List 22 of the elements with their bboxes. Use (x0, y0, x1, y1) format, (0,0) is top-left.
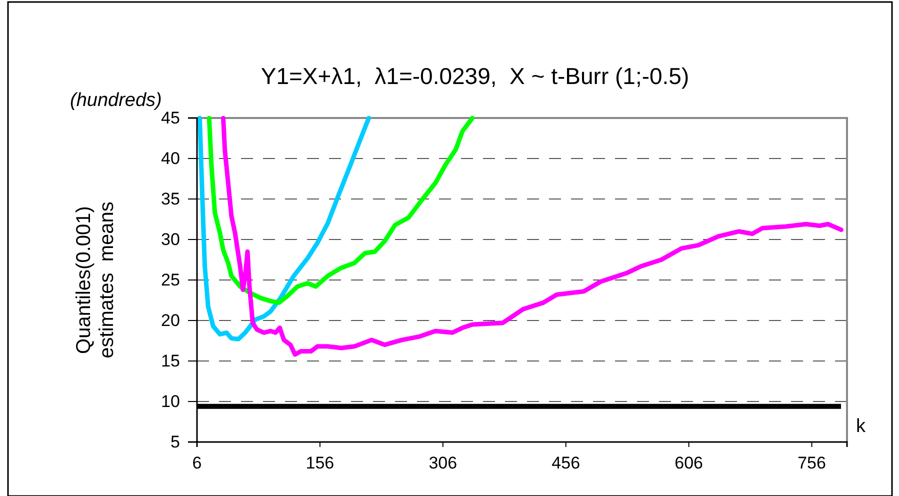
x-tick-label: 456 (552, 454, 580, 473)
y-tick-label: 25 (160, 270, 180, 290)
y-tick-label: 35 (160, 189, 180, 208)
y-axis-title: Quantiles(0.001) estimates means (73, 202, 118, 358)
x-axis-title: k (856, 416, 866, 437)
y-tick-label: 45 (160, 108, 180, 128)
x-tick-label: 156 (306, 454, 334, 473)
y-tick-label: 20 (160, 310, 180, 330)
y-tick-label: 10 (160, 392, 180, 411)
line-series (206, 116, 475, 305)
y-tick-label: 5 (170, 432, 180, 452)
x-tick-label: 756 (798, 454, 826, 473)
x-tick-label: 306 (428, 454, 458, 473)
line-series (197, 116, 372, 342)
text: (hundreds) (70, 90, 162, 111)
line-series (220, 116, 844, 357)
x-tick-label: 6 (192, 454, 202, 473)
x-tick-label: 606 (674, 454, 703, 473)
y-tick-label: 15 (160, 351, 180, 370)
y-tick-label: 30 (160, 230, 180, 249)
chart-title: Y1=X+λ1, λ1=-0.0239, X ~ t-Burr (1;-0.5) (260, 63, 690, 89)
y-tick-label: 40 (160, 148, 180, 168)
